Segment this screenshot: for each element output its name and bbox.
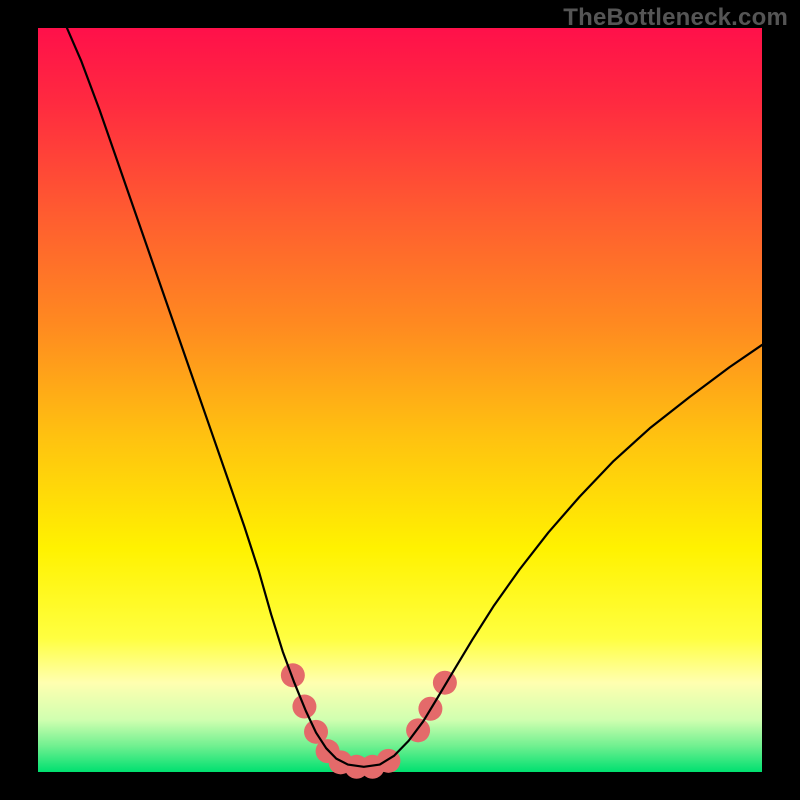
markers-group: [281, 663, 457, 779]
watermark-text: TheBottleneck.com: [563, 4, 788, 32]
plot-area: [38, 28, 762, 772]
marker-point: [433, 671, 457, 695]
chart-container: TheBottleneck.com: [0, 0, 800, 800]
bottleneck-curve: [67, 28, 762, 767]
marker-point: [281, 663, 305, 687]
curve-layer: [38, 28, 762, 772]
